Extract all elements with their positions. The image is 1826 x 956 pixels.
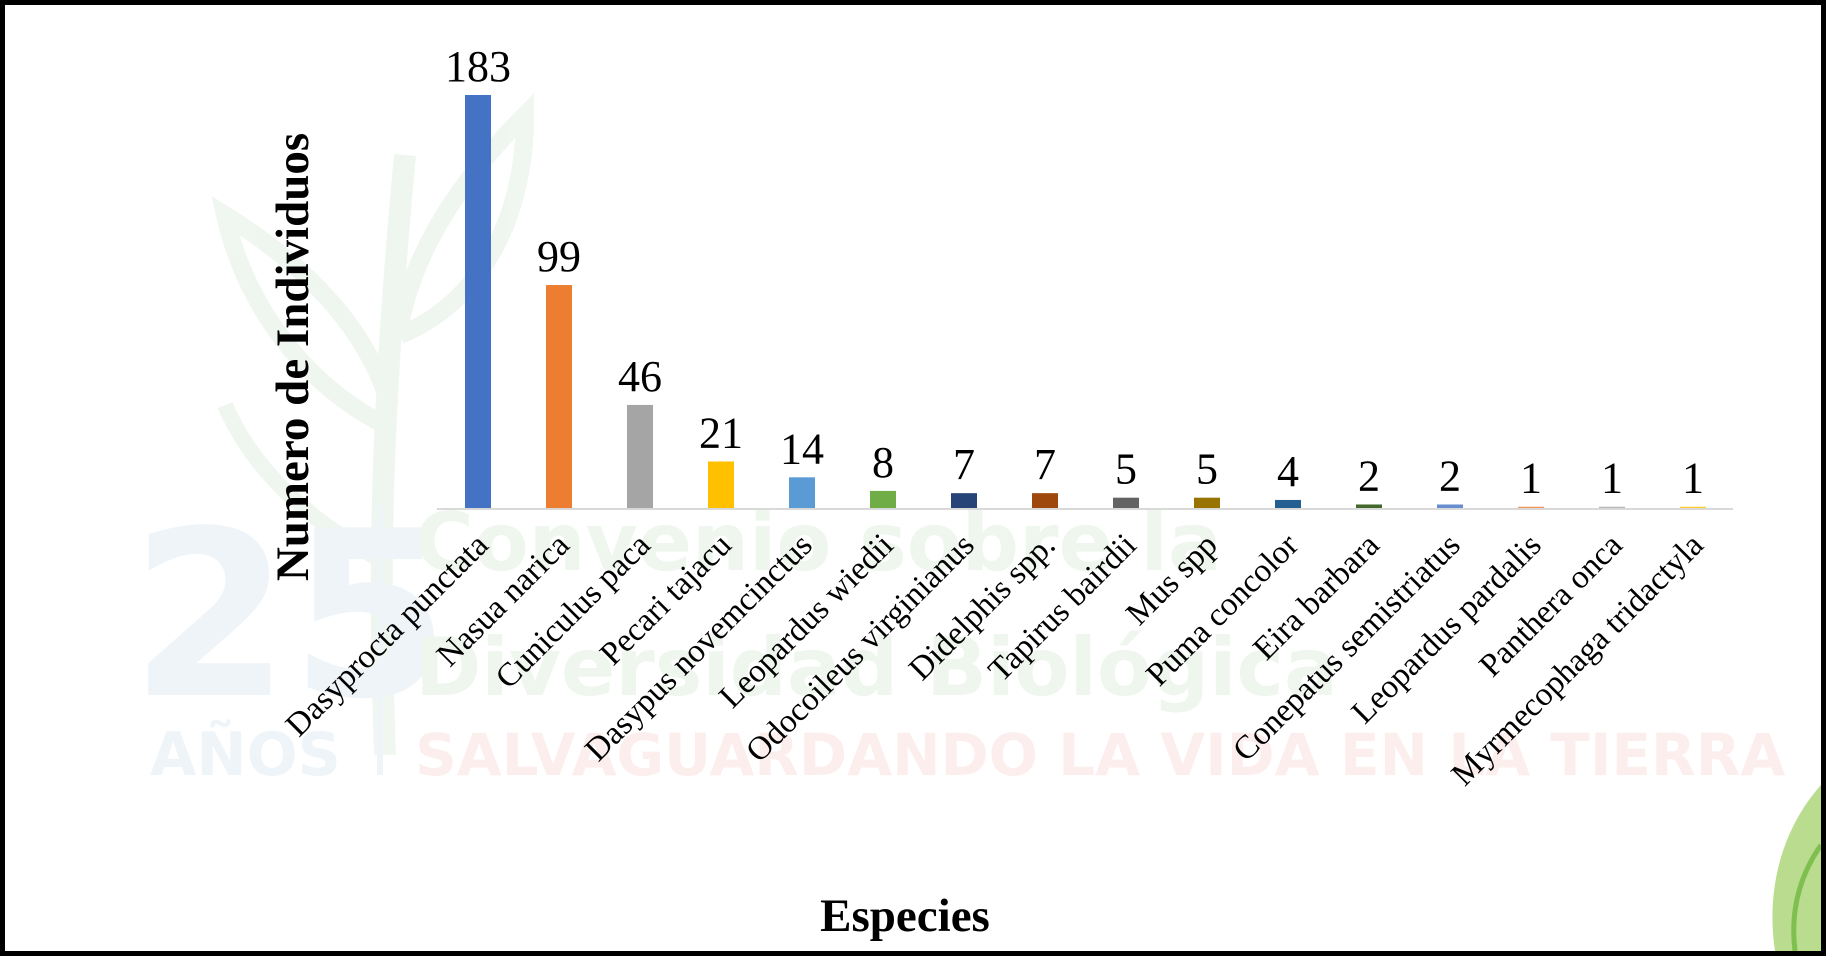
bars-layer bbox=[465, 95, 1706, 509]
bar-2 bbox=[627, 404, 653, 509]
value-label-8: 5 bbox=[1115, 445, 1137, 494]
bar-8 bbox=[1113, 497, 1139, 509]
bar-0 bbox=[465, 95, 491, 509]
bar-11 bbox=[1356, 504, 1382, 509]
value-label-3: 21 bbox=[699, 408, 743, 457]
bar-1 bbox=[546, 285, 572, 509]
value-label-5: 8 bbox=[872, 438, 894, 487]
bar-5 bbox=[870, 490, 896, 509]
value-label-13: 1 bbox=[1520, 454, 1542, 503]
value-label-4: 14 bbox=[780, 424, 824, 473]
value-label-2: 46 bbox=[618, 352, 662, 401]
bar-9 bbox=[1194, 497, 1220, 509]
bar-15 bbox=[1680, 506, 1706, 509]
bar-13 bbox=[1518, 506, 1544, 509]
x-axis-title: Especies bbox=[820, 890, 990, 942]
value-label-6: 7 bbox=[953, 440, 975, 489]
value-label-10: 4 bbox=[1277, 447, 1299, 496]
value-label-7: 7 bbox=[1034, 440, 1056, 489]
bar-6 bbox=[951, 493, 977, 509]
value-label-1: 99 bbox=[537, 232, 581, 281]
value-label-14: 1 bbox=[1601, 454, 1623, 503]
bar-12 bbox=[1437, 504, 1463, 509]
y-axis-title: Numero de Individuos bbox=[267, 133, 319, 581]
value-label-9: 5 bbox=[1196, 445, 1218, 494]
bar-7 bbox=[1032, 493, 1058, 509]
bar-10 bbox=[1275, 499, 1301, 509]
value-label-11: 2 bbox=[1358, 451, 1380, 500]
bar-14 bbox=[1599, 506, 1625, 509]
bar-4 bbox=[789, 477, 815, 509]
value-label-12: 2 bbox=[1439, 451, 1461, 500]
bar-3 bbox=[708, 461, 734, 509]
value-label-0: 183 bbox=[445, 42, 511, 91]
value-label-15: 1 bbox=[1682, 454, 1704, 503]
